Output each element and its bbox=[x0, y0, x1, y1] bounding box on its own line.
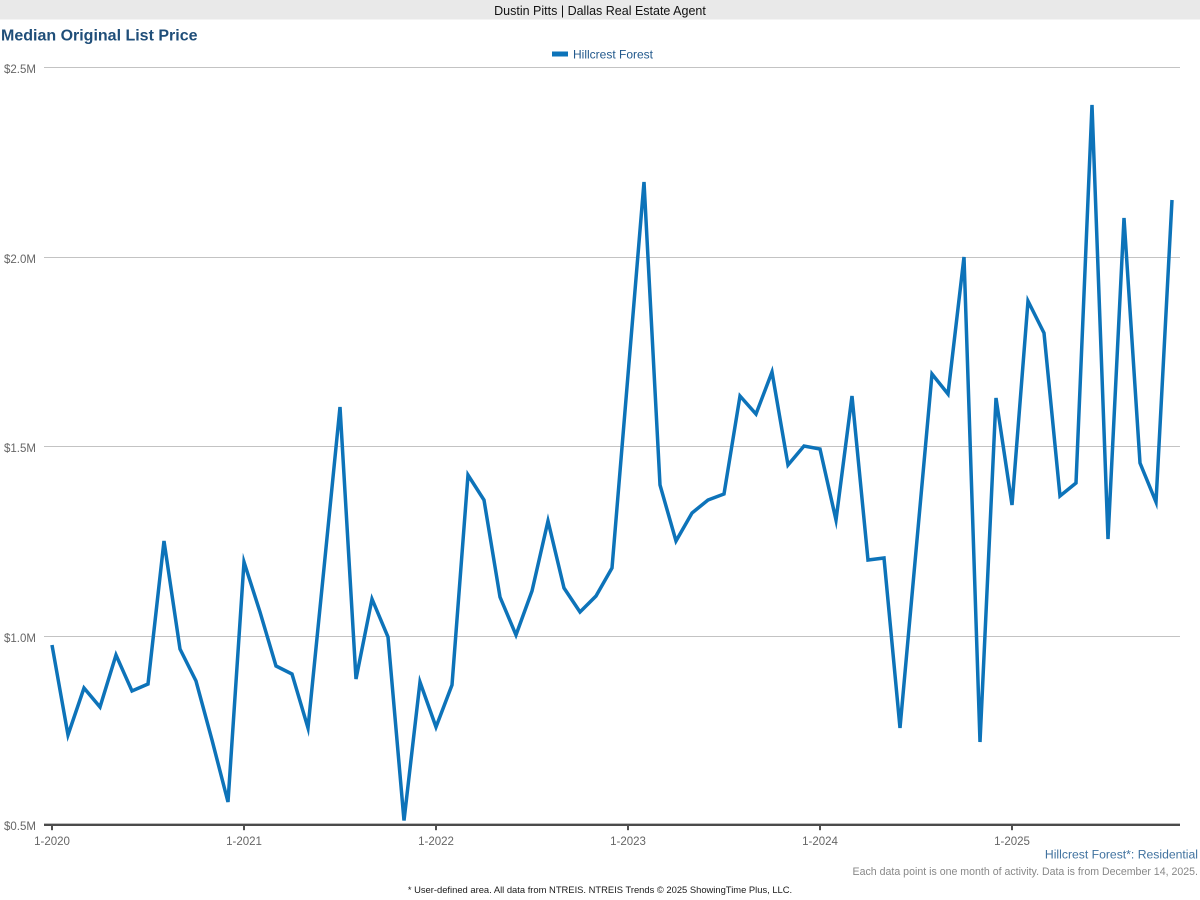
svg-text:$0.5M: $0.5M bbox=[4, 821, 36, 833]
svg-text:Median Original List Price: Median Original List Price bbox=[1, 27, 198, 44]
svg-text:* User-defined area. All data: * User-defined area. All data from NTREI… bbox=[408, 884, 792, 895]
svg-text:1-2024: 1-2024 bbox=[802, 836, 838, 848]
svg-text:1-2020: 1-2020 bbox=[34, 836, 70, 848]
svg-text:Hillcrest Forest: Hillcrest Forest bbox=[573, 48, 654, 62]
svg-text:Dustin Pitts | Dallas Real Est: Dustin Pitts | Dallas Real Estate Agent bbox=[494, 4, 706, 18]
svg-text:1-2023: 1-2023 bbox=[610, 836, 646, 848]
svg-text:1-2022: 1-2022 bbox=[418, 836, 454, 848]
svg-text:$2.5M: $2.5M bbox=[4, 64, 36, 76]
svg-text:$2.0M: $2.0M bbox=[4, 254, 36, 266]
svg-text:1-2025: 1-2025 bbox=[994, 836, 1030, 848]
svg-text:$1.5M: $1.5M bbox=[4, 443, 36, 455]
svg-text:$1.0M: $1.0M bbox=[4, 633, 36, 645]
svg-text:1-2021: 1-2021 bbox=[226, 836, 262, 848]
svg-text:Hillcrest Forest*: Residential: Hillcrest Forest*: Residential bbox=[1045, 848, 1198, 862]
svg-text:Each data point is one month o: Each data point is one month of activity… bbox=[853, 866, 1198, 878]
